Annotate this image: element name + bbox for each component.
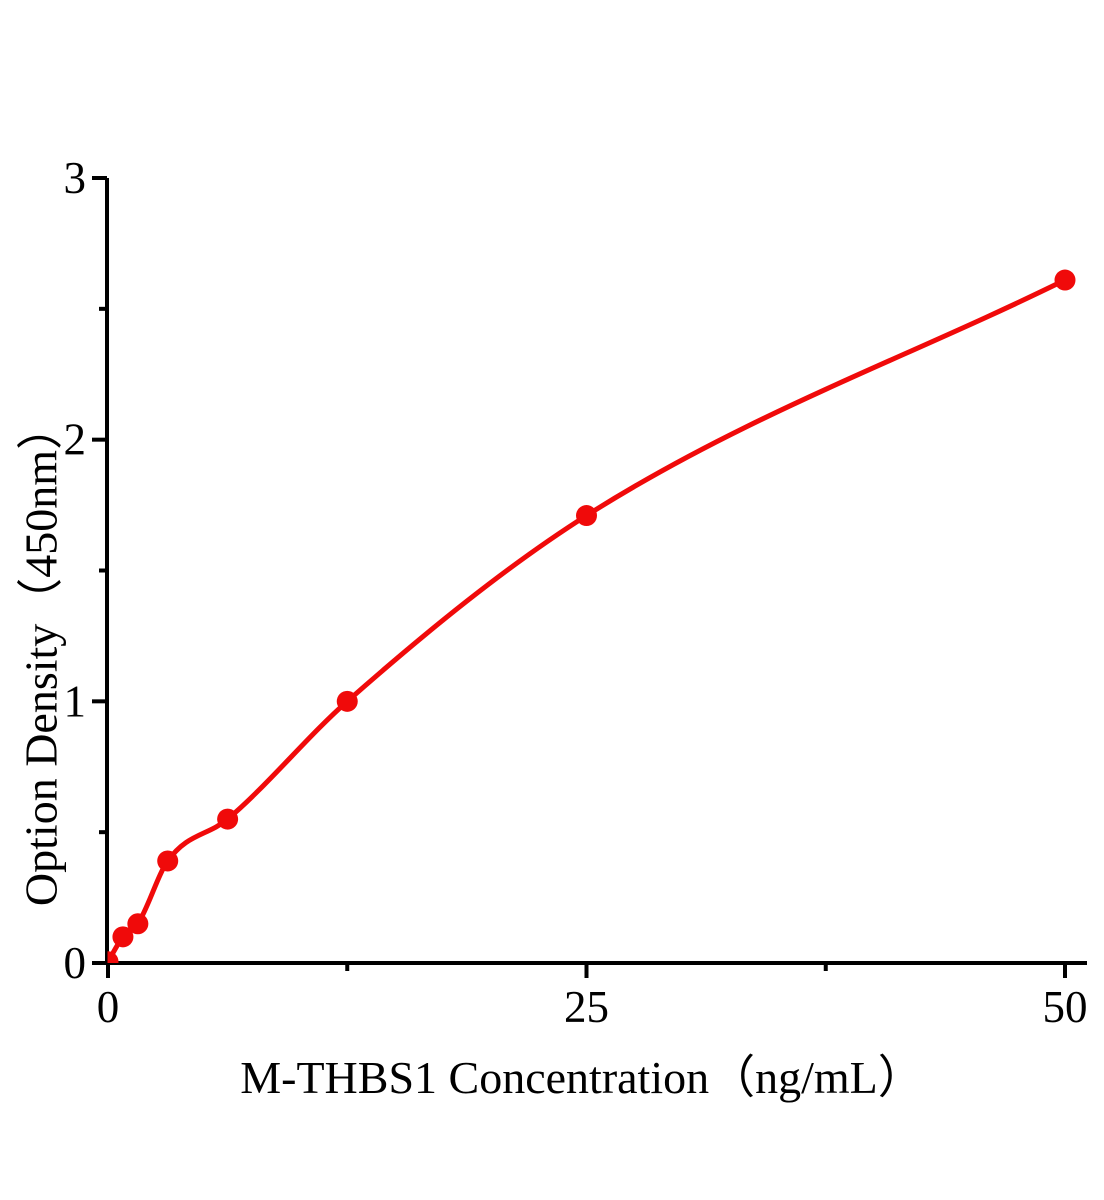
data-point-0.78 xyxy=(112,926,134,948)
axes xyxy=(105,178,1087,965)
x-tick-label-25: 25 xyxy=(564,982,609,1032)
y-tick-label-1: 1 xyxy=(64,676,87,726)
y-axis-title: Option Density（450nm） xyxy=(15,403,67,907)
x-tick-label-0: 0 xyxy=(97,982,120,1032)
data-point-6.25 xyxy=(217,808,239,830)
x-axis-title: M-THBS1 Concentration（ng/mL） xyxy=(240,1052,924,1103)
data-point-0 xyxy=(107,951,119,963)
data-point-1.56 xyxy=(127,913,149,935)
data-point-25 xyxy=(576,505,597,527)
y-tick-label-2: 2 xyxy=(64,415,87,465)
standard-curve-line xyxy=(107,277,1068,963)
y-tick-label-0: 0 xyxy=(64,938,87,988)
x-tick-label-50: 50 xyxy=(1043,982,1088,1032)
data-point-50 xyxy=(1054,269,1076,291)
data-point-12.5 xyxy=(336,690,358,712)
axis-ticks xyxy=(92,176,1067,978)
data-points xyxy=(107,269,1076,963)
fit-curve xyxy=(107,277,1068,963)
data-point-3.12 xyxy=(157,850,179,872)
y-tick-label-3: 3 xyxy=(64,153,87,203)
axis-tick-labels: 0 25 50 0 1 2 3 xyxy=(64,153,1088,1032)
